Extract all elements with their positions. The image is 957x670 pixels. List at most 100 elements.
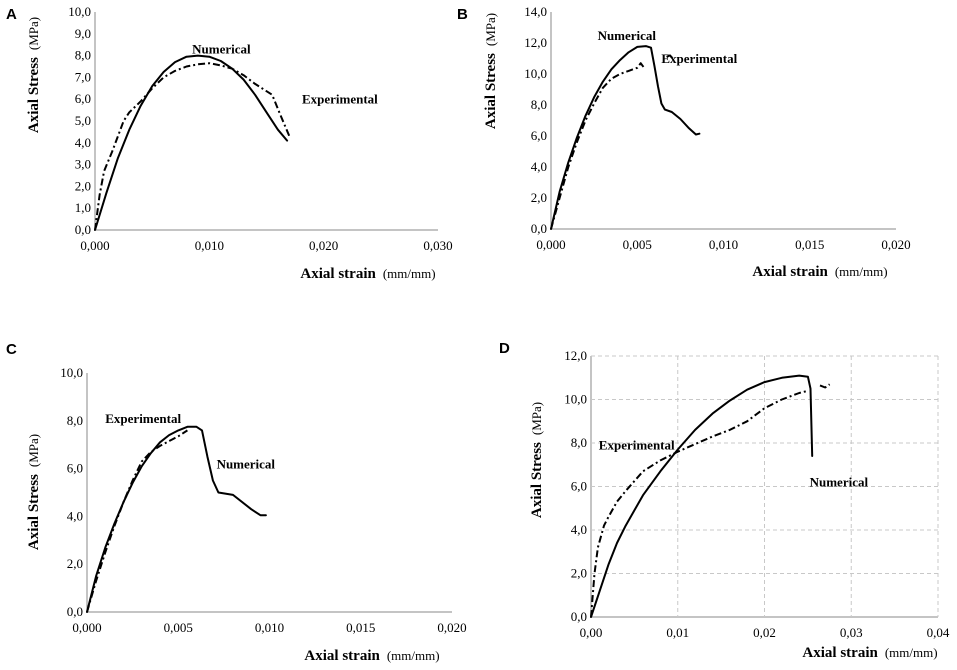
panel-c-x-tick-label: 0,015 <box>346 620 375 635</box>
panel-b-experimental-line <box>550 62 645 230</box>
panel-c-y-axis-title-unit: (MPa) <box>26 434 41 467</box>
panel-a-y-tick-label: 4,0 <box>75 135 91 150</box>
panel-b: B 0,0 2,0 4,0 6,0 8,0 10,0 12,0 14,0 0,000 0,005… <box>457 4 911 280</box>
panel-a-y-tick-label: 3,0 <box>75 157 91 172</box>
panel-c-numerical-line <box>86 425 267 613</box>
panel-c-annotation-experimental: Experimental <box>105 411 181 426</box>
panel-d-x-axis-title-unit: (mm/mm) <box>885 645 938 660</box>
panel-b-experimental-line <box>666 54 675 60</box>
panel-d-y-tick-label: 0,0 <box>571 609 587 624</box>
panel-c-x-tick-label: 0,000 <box>72 620 101 635</box>
panel-b-y-tick-label: 14,0 <box>524 4 547 19</box>
panel-b-y-tick-label: 4,0 <box>531 159 547 174</box>
panel-b-x-axis-title-unit: (mm/mm) <box>835 264 888 279</box>
panel-d-x-tick-label: 0,02 <box>753 625 776 640</box>
panel-c-x-tick-label: 0,010 <box>255 620 284 635</box>
panel-a-y-tick-label: 8,0 <box>75 48 91 63</box>
panel-b-x-axis-title-main: Axial strain <box>752 264 828 280</box>
panel-b-x-tick-label: 0,005 <box>623 237 652 252</box>
panel-c-x-axis-title-main: Axial strain <box>304 648 380 664</box>
panel-a-y-tick-label: 0,0 <box>75 222 91 237</box>
panel-a-y-axis-title-main: Axial Stress <box>26 57 42 133</box>
panel-c-y-tick-label: 6,0 <box>67 461 83 476</box>
panel-a-y-tick-label: 2,0 <box>75 178 91 193</box>
panel-d-y-tick-label: 12,0 <box>564 348 587 363</box>
panel-a-y-tick-label: 6,0 <box>75 91 91 106</box>
panel-d-y-axis-title-main: Axial Stress <box>529 442 545 518</box>
panel-d-experimental-line <box>590 389 809 618</box>
panel-d-y-tick-label: 10,0 <box>564 392 587 407</box>
panel-d-numerical-line <box>590 374 814 618</box>
panel-b-y-tick-label: 12,0 <box>524 35 547 50</box>
panel-b-y-tick-label: 6,0 <box>531 128 547 143</box>
panel-b-x-tick-label: 0,000 <box>536 237 565 252</box>
panel-a-x-tick-label: 0,010 <box>195 238 224 253</box>
panel-b-x-tick-label: 0,010 <box>709 237 738 252</box>
panel-d-x-axis-title: Axial strain (mm/mm) <box>802 644 937 661</box>
panel-c-x-axis-title: Axial strain (mm/mm) <box>304 647 439 664</box>
panel-b-y-tick-label: 2,0 <box>531 190 547 205</box>
panel-b-y-tick-label: 8,0 <box>531 97 547 112</box>
panel-b-annotation-numerical: Numerical <box>598 28 657 43</box>
panel-a-numerical-line <box>94 54 289 231</box>
panel-a-x-axis-title: Axial strain (mm/mm) <box>300 265 435 282</box>
panel-c-annotation-numerical: Numerical <box>217 457 276 472</box>
panel-a-y-tick-label: 10,0 <box>68 4 91 19</box>
panel-b-x-tick-label: 0,015 <box>795 237 824 252</box>
panel-c-y-axis-title: Axial Stress (MPa) <box>25 434 42 550</box>
panel-c-y-tick-label: 8,0 <box>67 413 83 428</box>
panel-a-y-tick-label: 1,0 <box>75 200 91 215</box>
panel-a-x-tick-label: 0,020 <box>309 238 338 253</box>
panel-a-experimental-line <box>94 62 291 231</box>
panel-a-y-tick-label: 5,0 <box>75 113 91 128</box>
panel-d-annotation-numerical: Numerical <box>810 475 869 490</box>
panel-a-label: A <box>6 6 17 23</box>
panel-a-annotation-numerical: Numerical <box>192 41 251 56</box>
panel-a-y-axis-title: Axial Stress (MPa) <box>25 17 42 133</box>
panel-d-y-axis-title-unit: (MPa) <box>529 402 544 435</box>
panel-b-y-axis-title-unit: (MPa) <box>483 13 498 46</box>
panel-a-x-axis-title-unit: (mm/mm) <box>383 266 436 281</box>
panel-c-x-axis-title-unit: (mm/mm) <box>387 648 440 663</box>
panel-d-label: D <box>499 340 510 357</box>
panel-d: D 0,0 2,0 4,0 6,0 8,0 10,0 12,0 0,00 0,01 0,02 0,… <box>499 340 950 661</box>
panel-a-x-tick-label: 0,000 <box>80 238 109 253</box>
panel-c-label: C <box>6 341 17 358</box>
panel-a-x-axis-title-main: Axial strain <box>300 266 376 282</box>
panel-a-y-tick-label: 7,0 <box>75 69 91 84</box>
panel-c-y-axis-title-main: Axial Stress <box>26 474 42 550</box>
panel-a: A 0,0 1,0 2,0 3,0 4,0 5,0 6,0 7,0 8,0 9,0 10,0 0,0… <box>6 4 453 282</box>
panel-a-annotation-experimental: Experimental <box>302 92 378 107</box>
panel-d-y-tick-label: 6,0 <box>571 479 587 494</box>
panel-b-y-tick-label: 0,0 <box>531 221 547 236</box>
panel-d-y-tick-label: 8,0 <box>571 435 587 450</box>
panel-b-x-axis-title: Axial strain (mm/mm) <box>752 263 887 280</box>
panel-b-y-axis-title-main: Axial Stress <box>483 53 499 129</box>
panel-b-x-tick-label: 0,020 <box>881 237 910 252</box>
panel-d-x-tick-label: 0,00 <box>580 625 603 640</box>
panel-d-x-tick-label: 0,04 <box>927 625 950 640</box>
panel-b-numerical-line <box>550 45 701 230</box>
panel-c-y-tick-label: 10,0 <box>60 365 83 380</box>
panel-d-annotation-experimental: Experimental <box>599 438 675 453</box>
panel-c-experimental-line <box>86 429 188 613</box>
panel-d-x-tick-label: 0,03 <box>840 625 863 640</box>
panel-c-y-tick-label: 4,0 <box>67 508 83 523</box>
panel-c-y-tick-label: 2,0 <box>67 556 83 571</box>
panel-b-y-axis-title: Axial Stress (MPa) <box>482 13 499 129</box>
panel-b-label: B <box>457 6 468 23</box>
panel-d-x-axis-title-main: Axial strain <box>802 645 878 661</box>
panel-d-y-axis-title: Axial Stress (MPa) <box>528 402 545 518</box>
panel-b-annotation-experimental: Experimental <box>661 51 737 66</box>
panel-d-x-tick-label: 0,01 <box>666 625 689 640</box>
panel-a-x-tick-label: 0,030 <box>423 238 452 253</box>
panel-d-experimental-line <box>819 383 831 389</box>
panel-b-y-tick-label: 10,0 <box>524 66 547 81</box>
panel-c: C 0,0 2,0 4,0 6,0 8,0 10,0 0,000 0,005 0,010 0,0… <box>6 341 467 664</box>
panel-d-y-tick-label: 2,0 <box>571 566 587 581</box>
panel-c-y-tick-label: 0,0 <box>67 604 83 619</box>
panel-c-x-tick-label: 0,005 <box>164 620 193 635</box>
panel-a-y-axis-title-unit: (MPa) <box>26 17 41 50</box>
panel-d-y-tick-label: 4,0 <box>571 522 587 537</box>
